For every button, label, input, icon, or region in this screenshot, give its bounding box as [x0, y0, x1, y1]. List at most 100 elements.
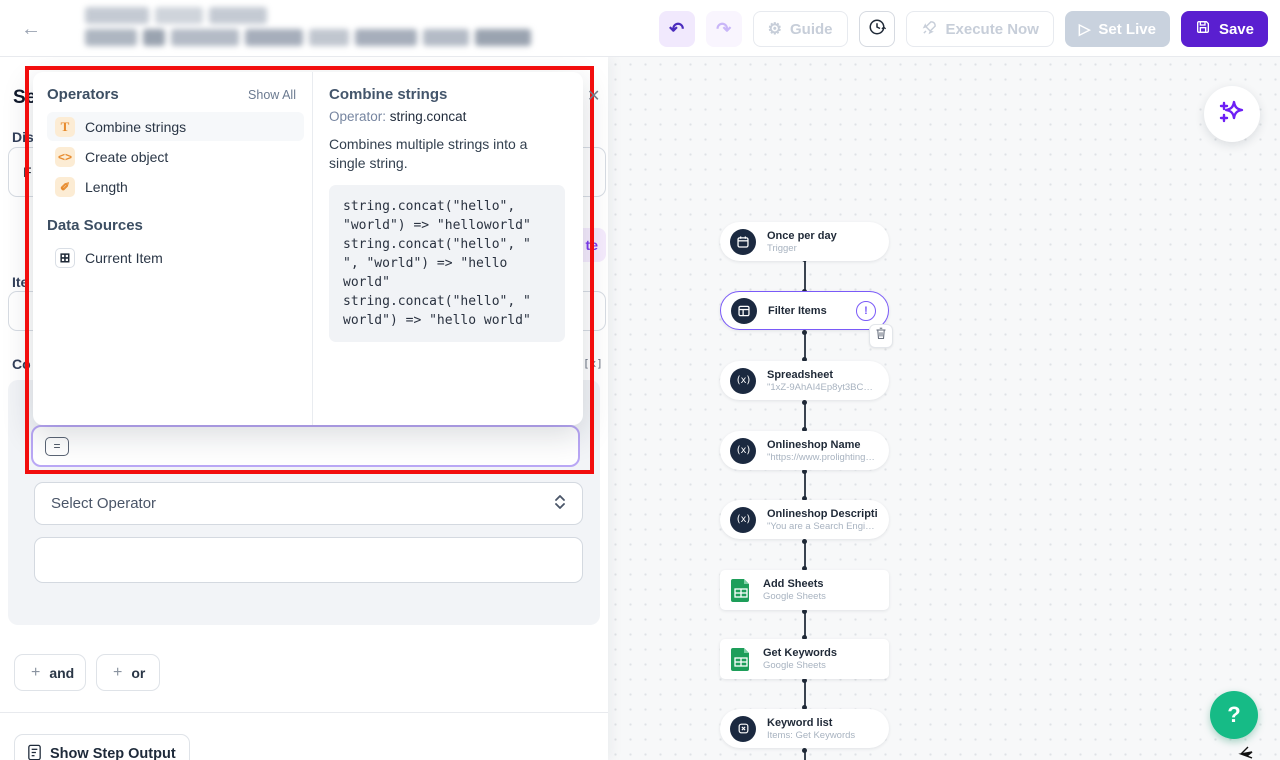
- connector: [802, 257, 807, 294]
- undo-icon: ↶: [669, 18, 685, 39]
- formula-toggle-icon[interactable]: [x]: [583, 357, 603, 370]
- table-grid-icon: ⊞: [55, 247, 75, 268]
- operators-heading: Operators: [47, 86, 119, 103]
- top-bar: ← ↶ ↷: [0, 0, 1280, 57]
- node-subtitle: "1xZ-9AhAI4Ep8yt3BCFW5Hv...: [767, 381, 877, 393]
- question-mark-icon: ?: [1227, 702, 1241, 727]
- workflow-canvas[interactable]: Once per day Trigger Filter Items ! (x) …: [608, 57, 1280, 760]
- node-title: Filter Items: [768, 304, 827, 317]
- show-step-output-button[interactable]: Show Step Output: [14, 734, 190, 760]
- node-once-per-day[interactable]: Once per day Trigger: [720, 222, 889, 261]
- node-subtitle: "https://www.prolighting.de/": [767, 451, 877, 463]
- node-spreadsheet[interactable]: (x) Spreadsheet "1xZ-9AhAI4Ep8yt3BCFW5Hv…: [720, 361, 889, 400]
- rocket-icon: [921, 19, 938, 40]
- equals-badge-icon: =: [45, 436, 69, 456]
- node-title: Spreadsheet: [767, 368, 834, 381]
- function-icon: (x): [730, 367, 756, 394]
- node-add-sheets[interactable]: Add Sheets Google Sheets: [720, 570, 889, 610]
- operator-detail: Combine strings Operator: string.concat …: [313, 72, 582, 425]
- data-sources-heading: Data Sources: [47, 217, 143, 234]
- close-icon[interactable]: ✕: [587, 88, 601, 105]
- floppy-icon: [1195, 19, 1211, 39]
- set-live-button[interactable]: ▷ Set Live: [1064, 11, 1170, 47]
- history-button[interactable]: [858, 11, 895, 47]
- text-operator-icon: T: [55, 116, 75, 137]
- ai-assistant-button[interactable]: [1204, 86, 1260, 142]
- detail-title: Combine strings: [329, 86, 448, 103]
- connector: [802, 609, 807, 640]
- connector: [802, 748, 807, 760]
- add-and-button[interactable]: + and: [14, 654, 86, 691]
- pencil-icon: ✐: [55, 176, 75, 197]
- document-icon: [27, 744, 42, 760]
- operator-item-length[interactable]: ✐ Length: [47, 172, 304, 201]
- redacted-title: [85, 7, 531, 51]
- connector: [802, 678, 807, 710]
- items-icon: [730, 715, 756, 742]
- trash-icon: [875, 327, 887, 345]
- node-title: Onlineshop Name: [767, 438, 861, 451]
- sparkle-icon: [1217, 97, 1247, 132]
- plus-icon: +: [113, 663, 123, 681]
- data-source-item-current-item[interactable]: ⊞ Current Item: [47, 243, 304, 272]
- operator-item-combine-strings[interactable]: T Combine strings: [47, 112, 304, 141]
- operator-item-create-object[interactable]: <> Create object: [47, 142, 304, 171]
- node-onlineshop-name[interactable]: (x) Onlineshop Name "https://www.proligh…: [720, 431, 889, 470]
- execute-now-button[interactable]: Execute Now: [905, 11, 1054, 47]
- node-subtitle: Items: Get Keywords: [767, 729, 856, 741]
- node-onlineshop-description[interactable]: (x) Onlineshop Description "You are a Se…: [720, 500, 889, 539]
- conditions-label-partial: Co: [12, 356, 31, 372]
- show-all-link[interactable]: Show All: [248, 88, 296, 102]
- node-keyword-list[interactable]: Keyword list Items: Get Keywords: [720, 709, 889, 748]
- object-operator-icon: <>: [55, 146, 75, 167]
- detail-description: Combines multiple strings into a single …: [329, 136, 528, 171]
- connector: [802, 400, 807, 432]
- gear-icon: ⚙: [767, 21, 782, 38]
- items-label-partial: Ite: [12, 274, 29, 290]
- operator-list: Operators Show All T Combine strings <> …: [33, 72, 313, 425]
- expression-input[interactable]: =: [31, 425, 580, 467]
- connector: [802, 469, 807, 501]
- calendar-icon: [730, 228, 756, 255]
- operator-key-value: string.concat: [389, 109, 467, 124]
- undo-button[interactable]: ↶: [658, 11, 695, 47]
- input-value-partial: F: [23, 164, 32, 180]
- guide-button[interactable]: ⚙ Guide: [752, 11, 848, 47]
- select-operator-dropdown[interactable]: Select Operator: [34, 482, 583, 525]
- node-subtitle: "You are a Search Engine Adv...: [767, 520, 877, 532]
- clock-history-icon: [868, 18, 886, 40]
- plus-icon: +: [31, 663, 41, 681]
- divider: [0, 712, 608, 713]
- node-subtitle: Google Sheets: [763, 660, 826, 671]
- redo-button[interactable]: ↷: [705, 11, 742, 47]
- table-icon: [731, 297, 757, 324]
- function-icon: (x): [730, 506, 756, 533]
- node-get-keywords[interactable]: Get Keywords Google Sheets: [720, 639, 889, 679]
- google-sheets-icon: [730, 578, 752, 602]
- mouse-cursor: [1238, 744, 1254, 760]
- arrow-left-icon: ←: [21, 18, 41, 40]
- operator-picker-popup: Operators Show All T Combine strings <> …: [33, 72, 583, 425]
- play-icon: ▷: [1078, 21, 1091, 38]
- node-title: Get Keywords: [763, 647, 837, 659]
- back-button[interactable]: ←: [18, 16, 44, 42]
- node-filter-items[interactable]: Filter Items !: [720, 291, 889, 330]
- save-button[interactable]: Save: [1180, 11, 1268, 47]
- node-title: Add Sheets: [763, 578, 824, 590]
- display-name-label-partial: Dis: [12, 129, 34, 145]
- operator-key-label: Operator:: [329, 109, 387, 124]
- add-or-button[interactable]: + or: [96, 654, 160, 691]
- node-title: Keyword list: [767, 716, 833, 729]
- node-subtitle: Google Sheets: [763, 591, 826, 602]
- node-title: Once per day: [767, 229, 837, 242]
- redo-icon: ↷: [716, 18, 732, 39]
- connector: [802, 330, 807, 362]
- value-input[interactable]: [34, 537, 583, 583]
- panel-title-partial: Se: [13, 87, 37, 108]
- help-button[interactable]: ?: [1210, 691, 1258, 739]
- warning-badge[interactable]: !: [856, 300, 876, 321]
- delete-node-button[interactable]: [869, 324, 893, 348]
- node-title: Onlineshop Description: [767, 507, 877, 520]
- function-icon: (x): [730, 437, 756, 464]
- chevron-up-down-icon: [554, 494, 566, 514]
